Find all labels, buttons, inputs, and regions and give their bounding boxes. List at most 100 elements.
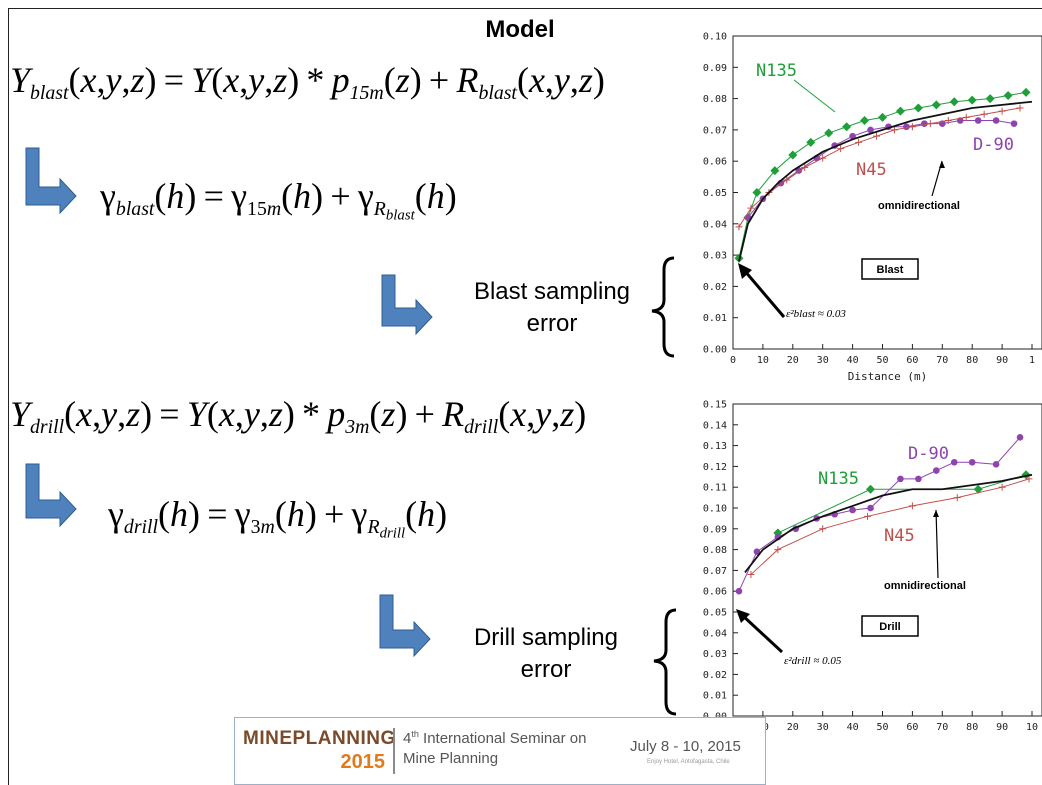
series-line-omnidirectional: [744, 473, 1033, 574]
point-n45: [774, 546, 782, 554]
x-tick-label: 90: [996, 722, 1008, 733]
point-n45: [908, 502, 916, 510]
point-n45: [1016, 104, 1024, 112]
slide-frame: [8, 8, 1042, 785]
point-n135: [949, 97, 959, 107]
x-tick-label: 90: [996, 355, 1008, 366]
y-tick-label: 0.02: [703, 282, 727, 293]
point-n45: [908, 123, 916, 131]
chart-box-label: Drill: [879, 621, 900, 633]
arrowhead-icon: [933, 510, 939, 517]
blast-error-label: Blast sampling error: [452, 276, 652, 341]
y-tick-label: 0.08: [703, 545, 727, 556]
y-tick-label: 0.02: [703, 670, 727, 681]
x-axis-label: Distance (m): [848, 370, 927, 383]
plot-area: [735, 433, 1033, 595]
point-n45: [864, 512, 872, 520]
point-d-90: [992, 461, 1000, 468]
equation-drill-model: Ydrill(x,y,z) = Y(x,y,z) * p3m(z) + Rdri…: [10, 394, 587, 438]
plot-frame: [732, 403, 1042, 717]
point-n45: [855, 138, 863, 146]
point-n45: [837, 145, 845, 153]
equation-blast-model: Yblast(x,y,z) = Y(x,y,z) * p15m(z) + Rbl…: [10, 60, 605, 104]
omnidirectional-pointer: [935, 509, 939, 579]
x-tick-label: 20: [787, 355, 799, 366]
nugget-arrow-shaft: [742, 269, 786, 318]
y-tick-label: 0.01: [703, 313, 727, 324]
series-label-d-90: D-90: [908, 444, 949, 464]
y-tick-label: 0.06: [703, 157, 727, 168]
x-tick-label: 10: [1026, 722, 1038, 733]
point-n45: [980, 110, 988, 118]
point-n45: [998, 483, 1006, 491]
equation-drill-variogram: γdrill(h) = γ3m(h) + γRdrill(h): [108, 494, 448, 542]
point-n135: [878, 112, 887, 122]
point-n45: [998, 107, 1006, 115]
x-axis-label: Distance (m): [848, 737, 927, 738]
series-line-d-90: [747, 120, 1015, 218]
y-tick-label: 0.06: [703, 587, 727, 598]
blast-error-line2: error: [526, 310, 578, 338]
y-tick-label: 0.10: [703, 32, 727, 43]
point-d-90: [1016, 433, 1024, 441]
nugget-annotation: ε²drill ≈ 0.05: [784, 655, 842, 667]
point-n45: [962, 113, 970, 121]
x-tick-label: 70: [936, 722, 948, 733]
y-tick-label: 0.03: [703, 251, 727, 262]
x-tick-label: 50: [876, 355, 888, 366]
point-n135: [860, 116, 870, 126]
series-label-n135: N135: [818, 469, 859, 489]
y-tick-label: 0.03: [703, 649, 727, 660]
point-n45: [944, 117, 952, 125]
x-tick-label: 80: [966, 722, 978, 733]
omnidirectional-annotation: omnidirectional: [878, 200, 960, 212]
point-n135: [866, 484, 876, 494]
point-d-90: [903, 123, 910, 131]
point-d-90: [867, 504, 874, 512]
y-tick-label: 0.10: [703, 504, 727, 515]
x-tick-label: 40: [847, 355, 859, 366]
point-n45: [735, 223, 743, 231]
point-n135: [752, 188, 762, 197]
series-label-n45: N45: [856, 160, 887, 180]
y-tick-label: 0.04: [703, 628, 727, 639]
blast-variogram-chart: 0.00 0.01 0.02 0.03 0.04 0.05 0.06 0.07 0.08 0.09…: [703, 32, 1042, 383]
banner-divider: [393, 728, 395, 774]
point-n135: [770, 166, 780, 176]
point-n135: [973, 484, 983, 494]
point-n135: [1003, 90, 1013, 100]
conference-venue: Enjoy Hotel, Antofagasta, Chile: [647, 759, 730, 765]
seminar-line2: Mine Planning: [403, 750, 499, 768]
series-label-n135: N135: [756, 61, 797, 81]
series-line-d-90: [738, 436, 1021, 592]
series-line-n45: [750, 478, 1030, 575]
conference-brand: MINEPLANNING: [243, 728, 396, 749]
y-tick-label: 0.00: [703, 345, 727, 356]
drill-error-label: Drill sampling error: [446, 622, 646, 687]
seminar-title: 4th International Seminar on Mine Planni…: [403, 728, 586, 770]
y-tick-label: 0.05: [703, 608, 727, 619]
nugget-arrow-shaft: [740, 613, 784, 654]
y-tick-label: 0.09: [703, 524, 727, 535]
y-tick-label: 0.08: [703, 94, 727, 105]
chart-box-frame: [861, 615, 919, 637]
slide-title: Model: [485, 16, 555, 43]
x-tick-label: 50: [876, 722, 888, 733]
point-d-90: [849, 132, 856, 140]
point-n45: [819, 154, 827, 162]
y-tick-label: 0.07: [703, 566, 727, 577]
conference-banner: MINEPLANNING 2015 4th International Semi…: [234, 717, 766, 785]
point-n45: [873, 132, 881, 140]
x-tick-label: 1: [1029, 355, 1035, 366]
y-tick-label: 0.01: [703, 691, 727, 702]
y-tick-label: 0.14: [703, 420, 727, 431]
point-n45: [926, 120, 934, 128]
nugget-arrowhead-icon: [738, 263, 752, 279]
seminar-number: 4: [403, 730, 412, 747]
point-n45: [747, 571, 755, 579]
x-tick-label: 80: [966, 355, 978, 366]
y-tick-label: 0.12: [703, 462, 727, 473]
point-d-90: [897, 475, 904, 483]
point-n135: [788, 150, 798, 160]
